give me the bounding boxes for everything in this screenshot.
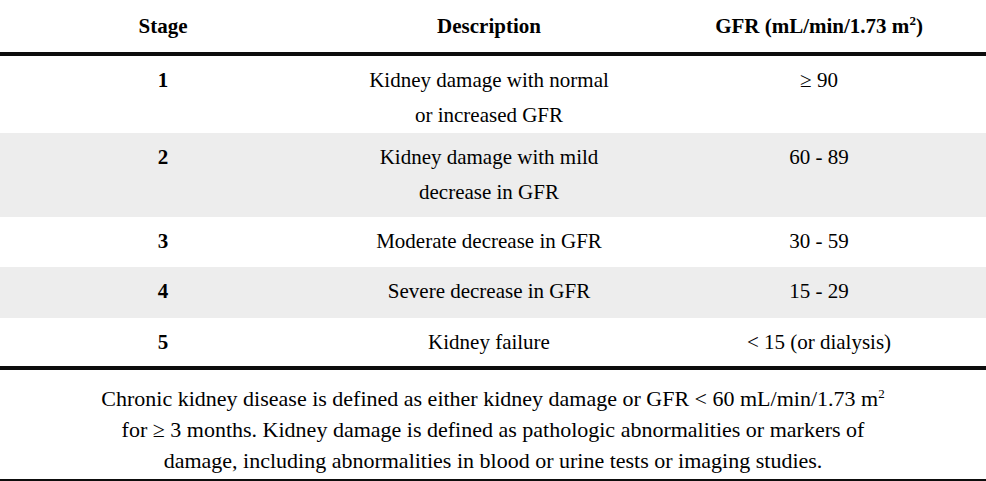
- table-header-row: Stage Description GFR (mL/min/1.73 m2): [0, 0, 986, 52]
- gfr-cell: 15 - 29: [652, 267, 986, 318]
- gfr-cell: < 15 (or dialysis): [652, 318, 986, 366]
- description-cell: Kidney failure: [326, 318, 652, 366]
- gfr-cell: 30 - 59: [652, 217, 986, 267]
- table-row: 2 Kidney damage with mild decrease in GF…: [0, 133, 986, 217]
- stage-cell: 4: [0, 267, 326, 318]
- gfr-header-text: GFR (mL/min/1.73 m: [715, 14, 909, 38]
- description-line-1: Kidney damage with mild: [326, 140, 652, 175]
- stage-cell: 5: [0, 318, 326, 366]
- table-footnote: Chronic kidney disease is defined as eit…: [0, 370, 986, 476]
- gfr-cell: ≥ 90: [652, 56, 986, 133]
- description-cell: Moderate decrease in GFR: [326, 217, 652, 267]
- description-line-2: or increased GFR: [326, 98, 652, 133]
- description-cell: Kidney damage with mild decrease in GFR: [326, 133, 652, 217]
- table-row: 3 Moderate decrease in GFR 30 - 59: [0, 217, 986, 267]
- stage-cell: 3: [0, 217, 326, 267]
- gfr-cell: 60 - 89: [652, 133, 986, 217]
- gfr-header-close-paren: ): [916, 14, 923, 38]
- description-cell: Severe decrease in GFR: [326, 267, 652, 318]
- stage-cell: 1: [0, 56, 326, 133]
- table-row: 1 Kidney damage with normal or increased…: [0, 56, 986, 133]
- column-header-description: Description: [326, 14, 652, 38]
- ckd-staging-table-figure: Stage Description GFR (mL/min/1.73 m2) 1…: [0, 0, 986, 481]
- table-row: 5 Kidney failure < 15 (or dialysis): [0, 318, 986, 366]
- description-line-2: decrease in GFR: [326, 175, 652, 210]
- description-line-1: Kidney failure: [326, 325, 652, 360]
- table-row: 4 Severe decrease in GFR 15 - 29: [0, 267, 986, 318]
- footnote-line-1: Chronic kidney disease is defined as eit…: [0, 383, 986, 414]
- column-header-stage: Stage: [0, 14, 326, 38]
- footnote-line-1-text: Chronic kidney disease is defined as eit…: [101, 386, 878, 411]
- description-line-1: Moderate decrease in GFR: [326, 224, 652, 259]
- column-header-gfr: GFR (mL/min/1.73 m2): [652, 14, 986, 38]
- stage-cell: 2: [0, 133, 326, 217]
- description-line-1: Kidney damage with normal: [326, 63, 652, 98]
- footnote-line-2: for ≥ 3 months. Kidney damage is defined…: [0, 414, 986, 445]
- footnote-superscript: 2: [878, 386, 885, 401]
- description-cell: Kidney damage with normal or increased G…: [326, 56, 652, 133]
- description-line-1: Severe decrease in GFR: [326, 274, 652, 309]
- footnote-line-3: damage, including abnormalities in blood…: [0, 445, 986, 476]
